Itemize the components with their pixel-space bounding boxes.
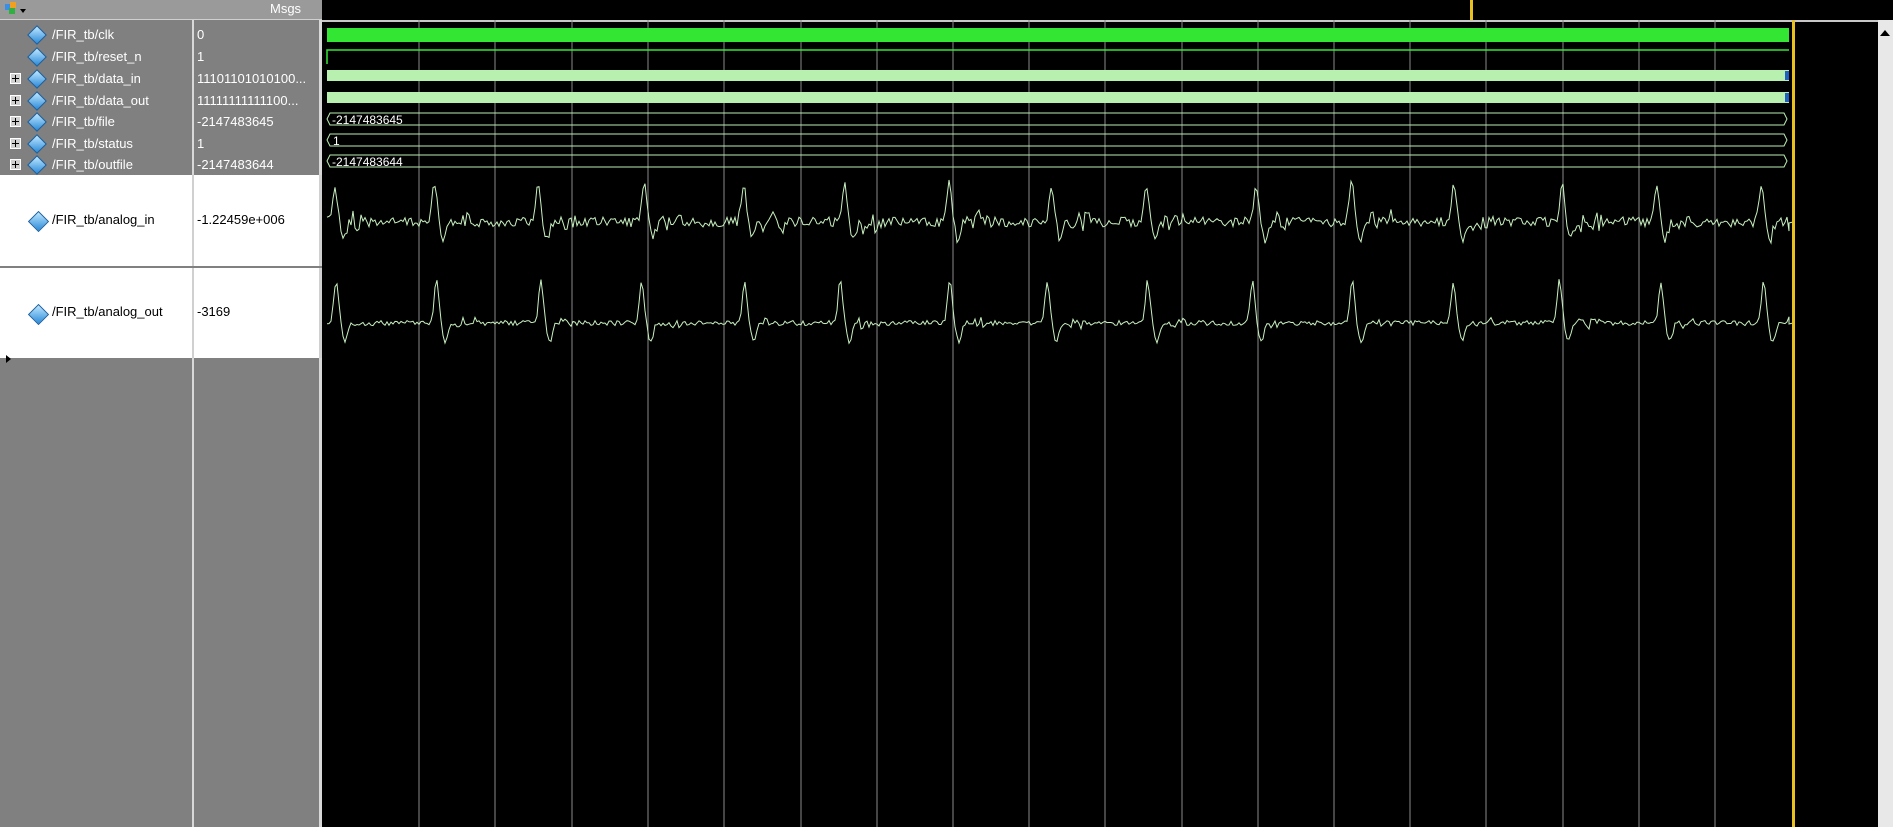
signal-value: -3169: [197, 304, 231, 319]
cursor-marker[interactable]: [1470, 0, 1473, 20]
wave-tool-icon[interactable]: [4, 2, 28, 17]
signal-values-pane: [193, 0, 320, 827]
bus-value-status: 1: [333, 134, 340, 148]
signal-value: 11101101010100...: [197, 71, 307, 86]
expand-plus-icon[interactable]: [10, 95, 21, 106]
wave-data-out: [327, 92, 1789, 103]
pane-divider: [319, 268, 322, 358]
signal-value: -1.22459e+006: [197, 212, 285, 227]
scroll-up-arrow-icon[interactable]: [1880, 30, 1890, 36]
wave-file: -2147483645: [326, 112, 1788, 127]
signal-value: 11111111111100...: [197, 93, 299, 108]
signal-diamond-icon: [27, 210, 50, 233]
signal-name: /FIR_tb/analog_in: [52, 212, 155, 227]
signal-row-clk[interactable]: /FIR_tb/clk 0: [0, 24, 322, 45]
signal-name: /FIR_tb/status: [52, 136, 133, 151]
signal-value: -2147483644: [197, 157, 274, 172]
signal-diamond-icon: [27, 91, 47, 111]
signal-diamond-icon: [27, 25, 47, 45]
pane-divider-values[interactable]: [319, 0, 322, 827]
signal-row-outfile[interactable]: /FIR_tb/outfile -2147483644: [0, 154, 322, 175]
signal-name: /FIR_tb/analog_out: [52, 304, 163, 319]
pane-divider: [319, 175, 322, 266]
signal-diamond-icon: [27, 69, 47, 89]
waveform-canvas[interactable]: -2147483645 1 -2147483644: [322, 20, 1893, 827]
signal-row-data-out[interactable]: /FIR_tb/data_out 11111111111100...: [0, 90, 322, 111]
pane-divider: [192, 175, 194, 266]
wave-time-header: [322, 0, 1893, 22]
wave-clk: [327, 28, 1789, 42]
bus-value-outfile: -2147483644: [332, 155, 403, 169]
signal-name: /FIR_tb/outfile: [52, 157, 133, 172]
signal-name: /FIR_tb/file: [52, 114, 115, 129]
signal-row-analog-in[interactable]: /FIR_tb/analog_in -1.22459e+006: [0, 175, 322, 266]
cursor-line[interactable]: [1792, 20, 1795, 827]
expand-plus-icon[interactable]: [10, 116, 21, 127]
wave-outfile: -2147483644: [326, 154, 1788, 169]
wave-status: 1: [326, 133, 1788, 148]
signal-diamond-icon: [27, 134, 47, 154]
signal-value: -2147483645: [197, 114, 274, 129]
row-separator: [0, 266, 322, 268]
signal-diamond-icon: [27, 303, 50, 326]
vertical-scrollbar[interactable]: [1878, 20, 1893, 827]
bus-value-file: -2147483645: [332, 113, 403, 127]
signal-name: /FIR_tb/data_out: [52, 93, 149, 108]
pane-divider-names[interactable]: [192, 0, 194, 827]
pane-divider: [192, 268, 194, 358]
signal-diamond-icon: [27, 47, 47, 67]
wave-header: Msgs: [0, 0, 322, 20]
wave-analog-in: [326, 179, 1794, 245]
signal-diamond-icon: [27, 112, 47, 132]
time-grid: [418, 20, 1716, 827]
msgs-column-header: Msgs: [270, 1, 302, 16]
signal-row-reset-n[interactable]: /FIR_tb/reset_n 1: [0, 46, 322, 67]
expand-plus-icon[interactable]: [10, 138, 21, 149]
insertion-marker-icon: [6, 355, 11, 363]
signal-row-status[interactable]: /FIR_tb/status 1: [0, 133, 322, 154]
wave-reset-n: [326, 49, 1789, 64]
signal-row-data-in[interactable]: /FIR_tb/data_in 11101101010100...: [0, 68, 322, 89]
signal-row-analog-out[interactable]: /FIR_tb/analog_out -3169: [0, 268, 322, 358]
expand-plus-icon[interactable]: [10, 73, 21, 84]
signal-diamond-icon: [27, 155, 47, 175]
expand-plus-icon[interactable]: [10, 159, 21, 170]
signal-name: /FIR_tb/reset_n: [52, 49, 142, 64]
wave-analog-out: [326, 279, 1794, 345]
signal-value: 1: [197, 136, 205, 151]
signal-name: /FIR_tb/clk: [52, 27, 115, 42]
wave-data-in: [327, 70, 1789, 81]
signal-value: 0: [197, 27, 205, 42]
signal-name: /FIR_tb/data_in: [52, 71, 141, 86]
signal-value: 1: [197, 49, 205, 64]
signal-row-file[interactable]: /FIR_tb/file -2147483645: [0, 111, 322, 132]
